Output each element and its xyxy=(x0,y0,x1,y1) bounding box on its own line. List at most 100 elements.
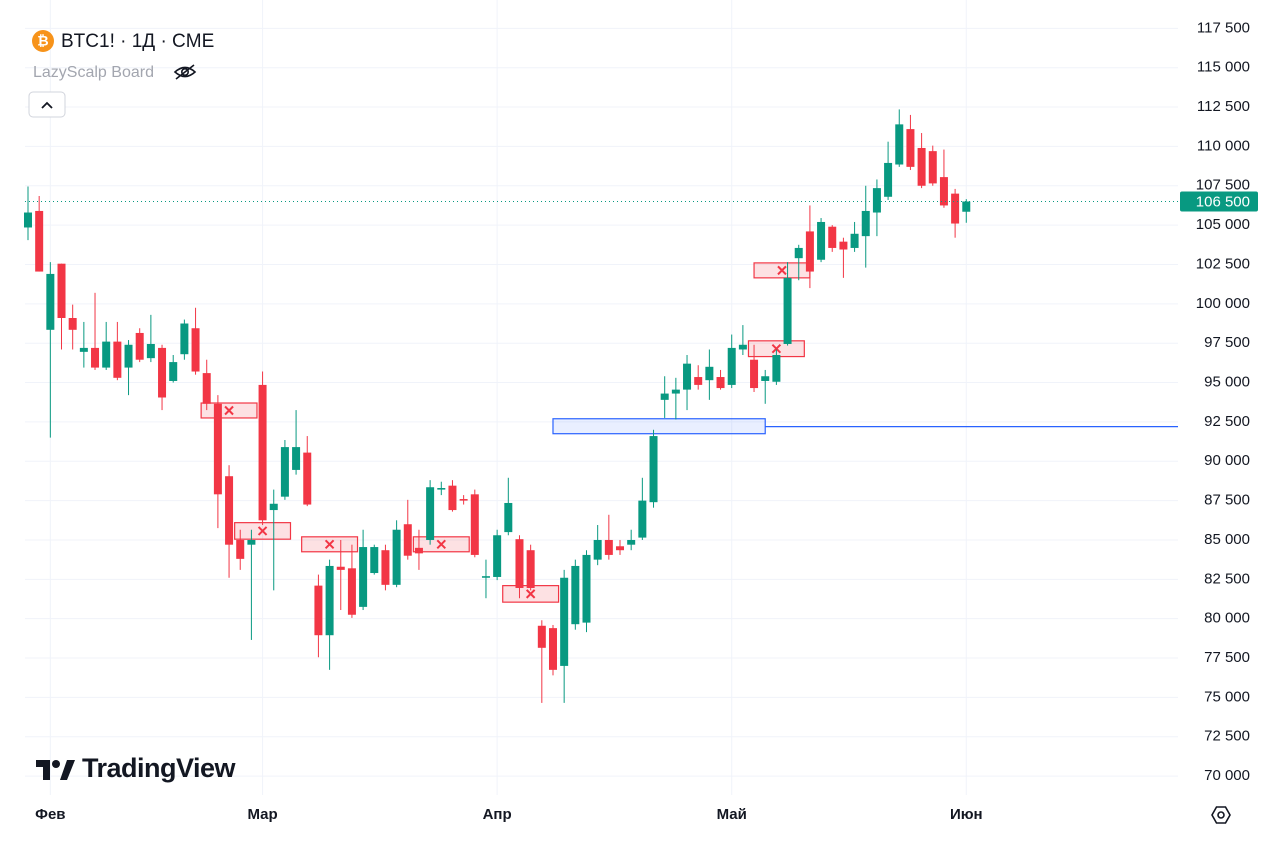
candle-body xyxy=(247,539,256,545)
candle-body xyxy=(694,377,703,385)
candle-body xyxy=(504,502,513,533)
candle-body xyxy=(202,373,211,404)
candle-body xyxy=(359,547,368,607)
candle-body xyxy=(448,485,457,511)
y-tick-label: 85 000 xyxy=(1204,531,1250,548)
candle-body xyxy=(548,628,557,670)
x-tick-label: Апр xyxy=(483,806,512,823)
candle-body xyxy=(951,193,960,224)
candle-body xyxy=(839,241,848,250)
zone-cross xyxy=(257,526,268,536)
candle-body xyxy=(526,550,535,588)
candle-body xyxy=(191,328,200,372)
candle-body xyxy=(895,124,904,165)
candle-body xyxy=(403,524,412,556)
candle-body xyxy=(727,347,736,385)
zone-cross xyxy=(777,265,787,276)
candle-body xyxy=(783,277,792,344)
candle-body xyxy=(872,188,881,213)
x-tick-label: Май xyxy=(717,806,747,823)
collapse-button[interactable] xyxy=(28,91,66,118)
candle-body xyxy=(79,347,88,352)
candle-body xyxy=(225,476,234,545)
candle-body xyxy=(459,499,468,501)
candle-body xyxy=(180,323,189,355)
y-tick-label: 77 500 xyxy=(1204,649,1250,666)
last-price-badge xyxy=(1180,191,1258,212)
candle-body xyxy=(593,539,602,560)
candle-body xyxy=(303,452,312,505)
candle-body xyxy=(470,494,479,555)
candle-body xyxy=(236,539,245,559)
y-tick-label: 90 000 xyxy=(1204,452,1250,469)
candle-body xyxy=(102,341,111,368)
y-tick-label: 92 500 xyxy=(1204,413,1250,430)
y-tick-label: 112 500 xyxy=(1197,98,1250,115)
candle-body xyxy=(671,389,680,394)
brand-logo xyxy=(36,760,75,780)
candle-body xyxy=(772,354,781,382)
candle-body xyxy=(660,393,669,400)
candle-body xyxy=(738,344,747,350)
candle-body xyxy=(716,377,725,389)
candle-body xyxy=(828,226,837,248)
candle-body xyxy=(962,201,971,212)
x-tick-label: Фев xyxy=(35,806,65,823)
candle-body xyxy=(269,503,278,511)
candle-body xyxy=(537,625,546,648)
candle-body xyxy=(705,366,714,381)
zone-cross xyxy=(771,343,782,354)
candle-body xyxy=(917,147,926,186)
candle-body xyxy=(426,487,435,540)
y-tick-label: 97 500 xyxy=(1204,334,1250,351)
candle-body xyxy=(649,436,658,503)
zone xyxy=(552,418,766,435)
candle-body xyxy=(280,447,289,497)
candle-body xyxy=(68,318,77,330)
candle-body xyxy=(939,177,948,206)
y-tick-label: 110 000 xyxy=(1197,137,1250,154)
symbol-icon xyxy=(32,30,54,52)
zone-cross xyxy=(224,405,234,416)
visibility-icon[interactable] xyxy=(173,64,197,80)
collapse-icon xyxy=(41,101,53,109)
candle-body xyxy=(906,129,915,167)
candle-body xyxy=(381,550,390,585)
candle-body xyxy=(571,565,580,625)
candle-body xyxy=(213,403,222,495)
candle-body xyxy=(258,384,267,521)
y-tick-label: 87 500 xyxy=(1204,492,1250,509)
symbol-icon-glyph: ₿ xyxy=(37,33,48,49)
candle-body xyxy=(91,347,100,368)
candle-body xyxy=(158,347,167,398)
candle-body xyxy=(817,221,826,260)
candle-body xyxy=(46,273,55,330)
candle-body xyxy=(750,359,759,389)
candle-body xyxy=(437,488,446,490)
candle-body xyxy=(493,535,502,577)
settings-button[interactable] xyxy=(1211,806,1231,824)
y-tick-label: 70 000 xyxy=(1204,767,1250,784)
candle-body xyxy=(35,210,44,272)
candle-body xyxy=(292,447,301,470)
candle-body xyxy=(370,547,379,574)
candle-body xyxy=(638,500,647,538)
candle-body xyxy=(392,529,401,585)
candle-body xyxy=(582,554,591,623)
y-tick-label: 107 500 xyxy=(1196,177,1250,194)
y-tick-label: 105 000 xyxy=(1196,216,1250,233)
candle-body xyxy=(761,376,770,381)
candle-body xyxy=(336,566,345,570)
candle-body xyxy=(169,362,178,381)
y-tick-label: 72 500 xyxy=(1204,728,1250,745)
candle-body xyxy=(616,546,625,551)
candle-body xyxy=(884,162,893,197)
candle-body xyxy=(414,547,423,554)
x-tick-label: Мар xyxy=(247,806,277,823)
y-tick-label: 100 000 xyxy=(1196,295,1250,312)
indicator-name[interactable]: LazyScalp Board xyxy=(33,64,154,81)
candle-body xyxy=(325,565,334,636)
candle-body xyxy=(481,576,490,578)
